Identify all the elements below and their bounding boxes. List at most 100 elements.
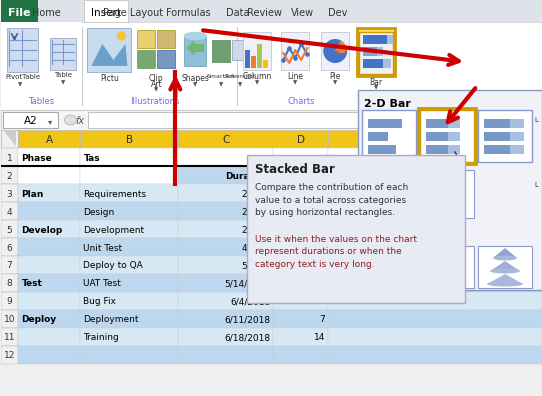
Polygon shape [92,44,127,66]
Bar [448,132,460,141]
Bar [178,274,273,292]
Ellipse shape [371,282,407,286]
Ellipse shape [184,32,207,40]
Bar [18,292,80,310]
Bar [1,310,18,328]
Text: Table: Table [54,72,73,78]
Wedge shape [323,39,347,63]
Bar [452,196,460,202]
Bar [510,119,524,128]
Bar [178,310,273,328]
Text: ▼: ▼ [374,85,378,90]
Bar [368,196,394,204]
Ellipse shape [493,255,517,261]
Text: Data: Data [225,8,249,18]
Polygon shape [377,248,401,258]
Polygon shape [493,248,517,258]
Text: Deployment: Deployment [83,316,139,324]
Bar [452,184,460,190]
Bar [358,90,542,290]
Text: Home: Home [32,8,61,18]
Bar [80,166,178,184]
Bar [88,112,540,128]
Bar [281,32,309,70]
Polygon shape [371,274,407,284]
Text: 4: 4 [7,208,12,217]
Text: 3: 3 [7,190,12,198]
Bar [273,292,328,310]
Bar [247,155,465,303]
Bar [510,145,524,154]
Bar [137,30,156,48]
Bar [426,184,452,192]
Bar [362,110,416,162]
Text: 6: 6 [7,244,12,253]
Bar [363,35,387,44]
Text: SmartArt: SmartArt [207,74,235,79]
Bar [80,346,178,364]
Bar [394,184,402,190]
Bar [484,145,510,154]
Bar [478,246,532,288]
Bar [328,130,542,148]
Text: ▼: ▼ [238,82,242,87]
Bar [18,202,80,220]
Bar [1,22,82,110]
Text: ▼: ▼ [193,82,197,87]
Bar [178,328,273,346]
Bar [273,220,328,238]
Text: Clip: Clip [149,74,164,83]
Bar [18,220,80,238]
Bar [80,256,178,274]
Text: Phase: Phase [22,154,52,162]
Ellipse shape [64,115,76,125]
Bar [50,38,76,70]
Text: Develop: Develop [22,225,63,234]
Bar [1,0,542,22]
Bar [383,59,391,68]
Text: Shapes: Shapes [182,74,209,83]
Bar [387,35,393,44]
Bar [426,119,448,128]
Bar [18,274,80,292]
Bar [243,32,271,70]
Text: 8: 8 [7,280,12,289]
Bar [80,184,178,202]
Bar [178,292,273,310]
Bar [328,310,542,328]
Bar [3,112,59,128]
Bar [184,36,207,66]
Text: Compare the contribution of each
value to a total across categories
by using hor: Compare the contribution of each value t… [255,183,409,217]
Text: 12: 12 [4,352,15,360]
Wedge shape [335,41,347,51]
Text: Art: Art [151,80,162,89]
Bar [1,148,18,166]
Ellipse shape [490,268,520,274]
Bar [80,274,178,292]
Text: ▾: ▾ [48,118,53,126]
Bar [257,44,262,68]
Polygon shape [490,261,520,271]
Bar [328,202,542,220]
Bar [1,238,18,256]
Text: 5/7/20: 5/7/20 [241,261,270,270]
Text: 6/11/2018: 6/11/2018 [224,316,270,324]
Bar [87,28,131,72]
Text: Training: Training [83,333,119,343]
Polygon shape [374,261,404,271]
Bar [394,196,402,202]
Bar [510,132,524,141]
Bar [80,130,178,148]
Bar [80,292,178,310]
Bar [394,208,402,214]
Bar [7,28,38,72]
Bar [368,132,388,141]
Bar [273,184,328,202]
Bar [328,148,542,166]
Bar [1,328,18,346]
Bar [368,184,394,192]
Text: 2: 2 [7,171,12,181]
Bar [362,246,416,288]
Bar [273,274,328,292]
Bar [478,110,532,162]
